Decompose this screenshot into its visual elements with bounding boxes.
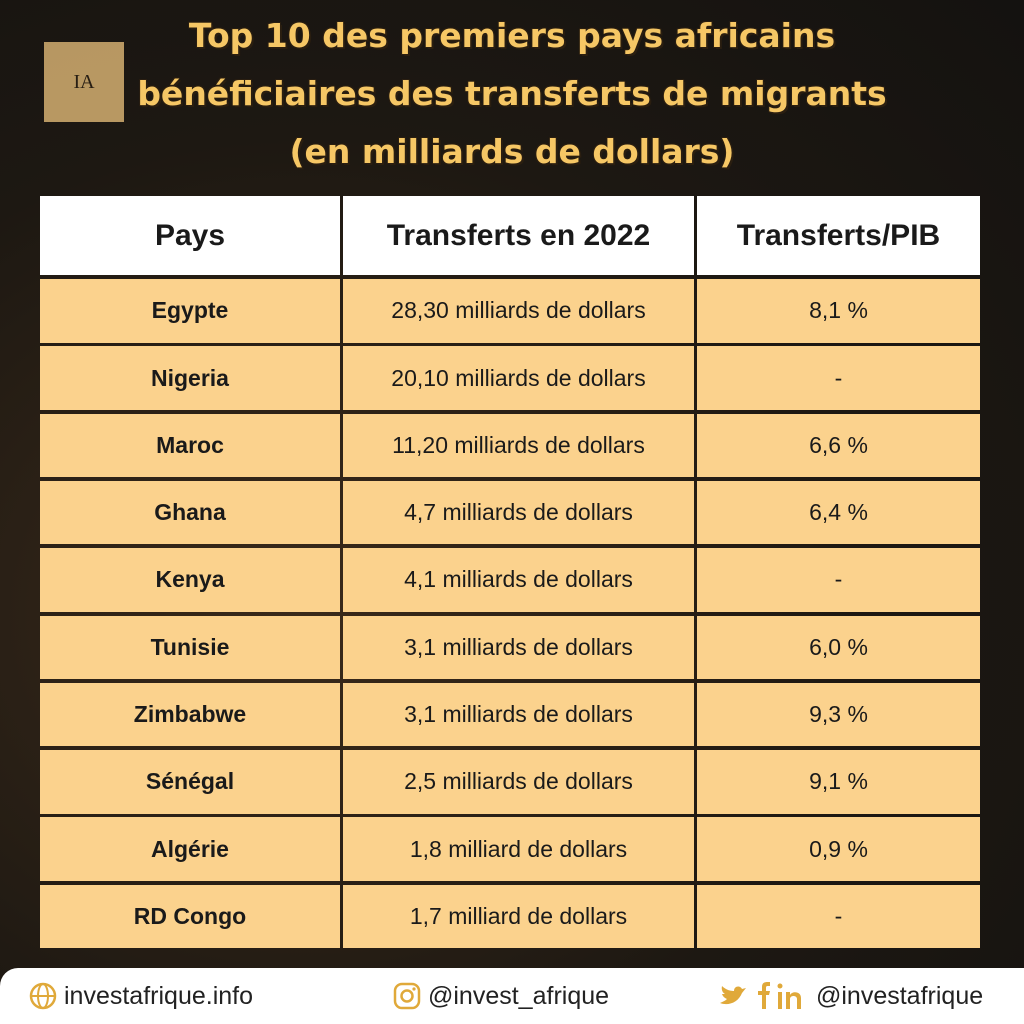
column-header: Transferts/PIB [697,196,980,275]
table-cell: 6,6 % [697,413,980,478]
table-cell: Egypte [40,279,340,343]
table-cell: Algérie [40,817,340,881]
table-cell: Kenya [40,548,340,612]
column-header: Pays [40,196,340,275]
table-cell: 4,7 milliards de dollars [343,480,694,545]
table-cell: - [697,548,980,612]
table-cell: 4,1 milliards de dollars [343,548,694,612]
website-text: investafrique.info [64,981,254,1010]
title-line: bénéficiaires des transferts de migrants [137,74,887,113]
table-cell: - [697,884,980,949]
table-cell: 1,7 milliard de dollars [343,884,694,949]
table-cell: 9,3 % [697,682,980,747]
instagram-icon [393,982,421,1010]
table-cell: Nigeria [40,346,340,410]
table-cell: 8,1 % [697,279,980,343]
logo: IA [44,42,124,122]
table-cell: 6,4 % [697,480,980,545]
website[interactable]: investafrique.info [28,968,253,1024]
table-cell: 9,1 % [697,750,980,814]
table-cell: Maroc [40,413,340,478]
globe-icon [29,982,57,1010]
social-text: @investafrique [816,981,984,1010]
table-cell: 2,5 milliards de dollars [343,750,694,814]
title-line: (en milliards de dollars) [289,132,735,171]
table-cell: - [697,346,980,410]
table-cell: 11,20 milliards de dollars [343,413,694,478]
footer: investafrique.info @invest_afrique @inve… [0,968,1024,1024]
table-cell: RD Congo [40,884,340,949]
table-cell: 3,1 milliards de dollars [343,615,694,679]
table-cell: Zimbabwe [40,682,340,747]
table-cell: 1,8 milliard de dollars [343,817,694,881]
table-cell: Tunisie [40,615,340,679]
table-cell: 20,10 milliards de dollars [343,346,694,410]
table-cell: Ghana [40,480,340,545]
instagram-text: @invest_afrique [428,981,610,1010]
table-cell: 6,0 % [697,615,980,679]
instagram[interactable]: @invest_afrique [392,968,609,1024]
table-cell: 0,9 % [697,817,980,881]
social[interactable]: @investafrique [718,968,983,1024]
column-header: Transferts en 2022 [343,196,694,275]
table-cell: Sénégal [40,750,340,814]
social-icons [720,982,801,1009]
table-cell: 3,1 milliards de dollars [343,682,694,747]
title-line: Top 10 des premiers pays africains [188,16,836,55]
table-cell: 28,30 milliards de dollars [343,279,694,343]
